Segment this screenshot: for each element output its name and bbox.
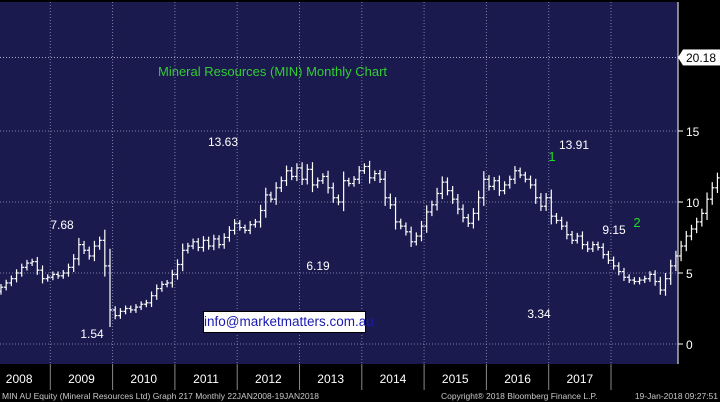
y-tick-label: 0 [686,338,693,352]
annotation-high-2008: 7.68 [50,218,74,232]
last-price-tag [683,49,720,66]
annotation-low-2017: 9.15 [602,223,626,237]
y-tick-label: 10 [686,196,700,210]
annotation-high-2016: 13.91 [559,138,589,152]
x-tick-label: 2014 [380,372,407,386]
footer-band [0,390,720,402]
annotation-low-2015: 3.34 [527,307,551,321]
footer-center: Copyright® 2018 Bloomberg Finance L.P. [441,391,597,401]
y-tick-label: 15 [686,125,700,139]
wave-label-2: 2 [633,215,640,230]
annotation-high-2011: 13.63 [208,135,238,149]
x-tick-label: 2013 [317,372,344,386]
x-tick-label: 2010 [130,372,157,386]
chart-title: Mineral Resources (MIN) Monthly Chart [158,64,387,79]
x-axis-band [0,364,720,384]
x-tick-label: 2012 [255,372,282,386]
x-tick-label: 2011 [193,372,219,386]
annotation-low-2008: 1.54 [80,327,104,341]
y-tick-label: 5 [686,267,693,281]
x-tick-label: 2017 [566,372,593,386]
last-price-label: 20.18 [686,51,716,65]
plot-area [0,2,678,364]
x-tick-label: 2015 [442,372,469,386]
x-tick-label: 2016 [504,372,531,386]
x-tick-label: 2009 [68,372,95,386]
contact-email[interactable]: info@marketmatters.com.au [203,311,374,333]
footer-left: MIN AU Equity (Mineral Resources Ltd) Gr… [2,391,319,401]
footer-right: 19-Jan-2018 09:27:51 [635,391,718,401]
annotation-low-2012: 6.19 [306,259,330,273]
x-tick-label: 2008 [6,372,33,386]
wave-label-1: 1 [548,149,555,164]
last-price-pointer [678,49,683,66]
